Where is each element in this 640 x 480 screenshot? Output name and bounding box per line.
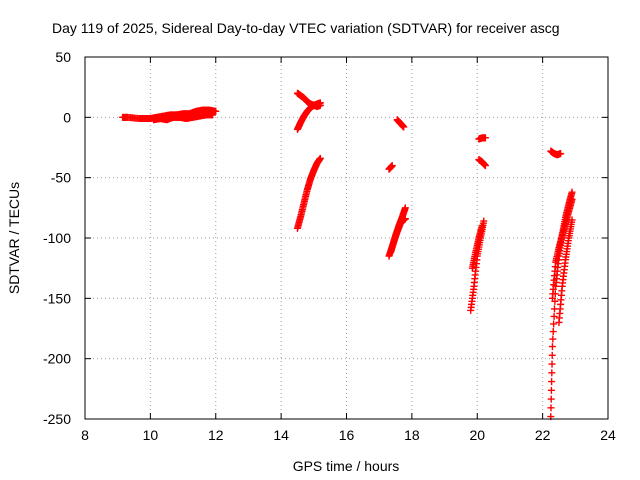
- data-track: [293, 89, 324, 110]
- x-tick-label: 14: [273, 427, 289, 443]
- data-point: [568, 188, 576, 196]
- x-tick-label: 22: [535, 427, 551, 443]
- data-point: [548, 378, 556, 386]
- data-point: [547, 386, 555, 394]
- data-point: [316, 101, 324, 109]
- data-point: [388, 162, 396, 170]
- x-axis-label: GPS time / hours: [293, 458, 400, 474]
- x-tick-label: 16: [339, 427, 355, 443]
- data-point: [547, 404, 555, 412]
- y-tick-label: 50: [55, 49, 71, 65]
- x-tick-label: 18: [404, 427, 420, 443]
- y-tick-label: 0: [63, 109, 71, 125]
- data-point: [557, 150, 565, 158]
- data-point: [568, 195, 576, 203]
- data-track: [293, 154, 324, 232]
- data-series: [119, 89, 576, 421]
- data-track: [548, 195, 576, 302]
- y-axis-label: SDTVAR / TECUs: [6, 182, 22, 294]
- data-point: [548, 369, 556, 377]
- data-point: [480, 217, 488, 225]
- x-tick-label: 8: [81, 427, 89, 443]
- gridlines: [85, 57, 608, 419]
- chart-title: Day 119 of 2025, Sidereal Day-to-day VTE…: [52, 20, 560, 36]
- data-point: [401, 204, 409, 212]
- data-track: [387, 215, 409, 256]
- data-track: [555, 216, 576, 326]
- data-track: [385, 162, 396, 173]
- data-track: [475, 134, 489, 143]
- data-point: [549, 328, 557, 336]
- x-tick-label: 10: [143, 427, 159, 443]
- y-tick-label: -250: [43, 411, 71, 427]
- x-tick-label: 20: [469, 427, 485, 443]
- y-tick-label: -100: [43, 230, 71, 246]
- data-point: [481, 134, 489, 142]
- data-point: [481, 162, 489, 170]
- data-point: [400, 123, 408, 131]
- data-point: [548, 343, 556, 351]
- axis-ticks: 8 10 12 14 16 18 20 22 24 50 0 -50 -100 -150 -200 -250: [43, 49, 616, 443]
- data-point: [568, 216, 576, 224]
- data-track: [393, 116, 408, 131]
- data-track: [150, 111, 216, 124]
- data-point: [316, 154, 324, 162]
- data-point: [548, 351, 556, 359]
- data-track: [475, 156, 489, 170]
- data-track: [468, 222, 486, 272]
- x-tick-label: 12: [208, 427, 224, 443]
- data-point: [478, 222, 486, 230]
- y-tick-label: -200: [43, 351, 71, 367]
- data-point: [550, 320, 558, 328]
- data-point: [547, 395, 555, 403]
- data-point: [212, 107, 220, 115]
- y-tick-label: -50: [51, 170, 71, 186]
- data-point: [549, 335, 557, 343]
- data-point: [401, 215, 409, 223]
- data-track: [547, 147, 565, 159]
- data-point: [550, 312, 558, 320]
- x-tick-label: 24: [600, 427, 616, 443]
- data-point: [548, 360, 556, 368]
- y-tick-label: -150: [43, 290, 71, 306]
- data-point: [208, 111, 216, 119]
